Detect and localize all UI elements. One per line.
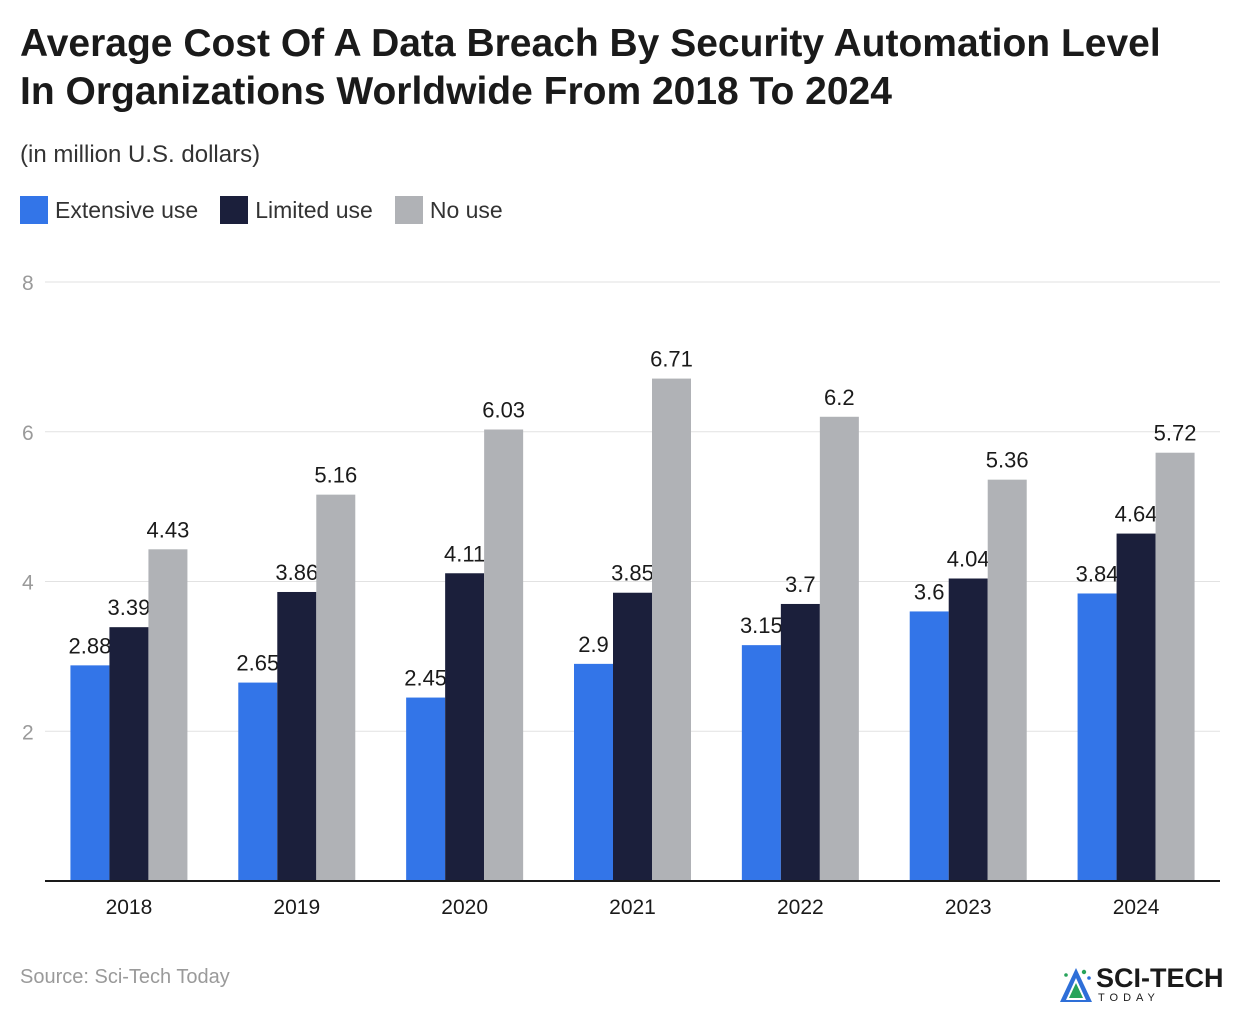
chart-legend: Extensive use Limited use No use (20, 196, 525, 224)
legend-swatch-no-use (394, 196, 423, 224)
data-label: 4.04 (947, 547, 990, 572)
x-tick-label: 2021 (609, 896, 656, 919)
data-label: 3.15 (740, 613, 783, 638)
x-tick-label: 2024 (1113, 896, 1160, 919)
bar[interactable] (574, 663, 613, 881)
logo-tagline: TODAY (1098, 992, 1160, 1004)
data-label: 5.36 (986, 448, 1029, 473)
data-label: 3.7 (785, 572, 816, 597)
chart-subtitle: (in million U.S. dollars) (20, 141, 261, 168)
bar[interactable] (238, 682, 278, 881)
data-label: 6.2 (824, 385, 855, 410)
data-label: 4.43 (147, 517, 190, 542)
bar[interactable] (613, 592, 652, 881)
data-label: 3.86 (275, 560, 318, 585)
logo-name: SCI-TECH (1096, 963, 1224, 993)
x-tick-label: 2020 (441, 896, 488, 919)
data-label: 3.39 (108, 595, 151, 620)
sci-tech-today-logo: SCI-TECH TODAY (1058, 962, 1233, 1008)
legend-label-no-use: No use (429, 196, 503, 223)
data-label: 5.16 (314, 463, 357, 488)
legend-item-extensive-use[interactable]: Extensive use (20, 196, 198, 224)
bar[interactable] (406, 697, 446, 881)
bar-chart: 2 4 6 8 2.88 3.39 4.43 2018 2.65 3.86 5.16 2019 2.45… (22, 272, 1220, 919)
bar[interactable] (987, 479, 1027, 881)
bar[interactable] (277, 591, 317, 881)
y-tick-label: 8 (22, 272, 34, 295)
bar[interactable] (316, 494, 356, 881)
data-label: 3.84 (1076, 561, 1119, 586)
bar[interactable] (948, 578, 988, 881)
y-tick-label: 4 (22, 572, 34, 595)
bar[interactable] (909, 611, 949, 881)
bar[interactable] (484, 429, 524, 881)
data-label: 4.11 (444, 541, 485, 566)
legend-swatch-extensive-use (20, 196, 48, 224)
data-label: 6.71 (650, 347, 693, 372)
data-label: 2.45 (404, 666, 447, 691)
legend-label-extensive-use: Extensive use (55, 196, 199, 223)
legend-item-limited-use[interactable]: Limited use (220, 196, 373, 224)
data-label: 2.9 (578, 632, 609, 657)
y-tick-label: 6 (22, 422, 34, 445)
legend-swatch-limited-use (220, 196, 249, 224)
chart-title: Average Cost Of A Data Breach By Securit… (20, 22, 1161, 113)
data-label: 2.88 (69, 633, 112, 658)
x-tick-label: 2019 (273, 896, 320, 919)
x-tick-label: 2018 (106, 896, 153, 919)
data-label: 5.72 (1154, 421, 1197, 446)
source-note: Source: Sci-Tech Today (20, 966, 230, 988)
data-label: 2.65 (236, 651, 279, 676)
bar[interactable] (819, 416, 859, 881)
bar[interactable] (1155, 452, 1195, 881)
bar[interactable] (741, 645, 781, 881)
logo-mark-icon (1060, 968, 1092, 1002)
bar[interactable] (652, 378, 691, 881)
y-tick-label: 2 (22, 721, 34, 744)
data-label: 3.6 (914, 579, 945, 604)
data-label: 3.85 (611, 561, 654, 586)
bar[interactable] (1077, 593, 1117, 881)
legend-label-limited-use: Limited use (255, 196, 373, 223)
bar[interactable] (70, 665, 110, 881)
bar[interactable] (148, 549, 188, 881)
x-tick-label: 2022 (777, 896, 824, 919)
bar[interactable] (445, 573, 485, 881)
x-tick-label: 2023 (945, 896, 992, 919)
bar[interactable] (1116, 533, 1156, 881)
data-label: 4.64 (1115, 502, 1158, 527)
data-label: 6.03 (482, 398, 525, 423)
legend-item-no-use[interactable]: No use (394, 196, 503, 224)
bar[interactable] (780, 603, 820, 881)
bar[interactable] (109, 627, 149, 881)
